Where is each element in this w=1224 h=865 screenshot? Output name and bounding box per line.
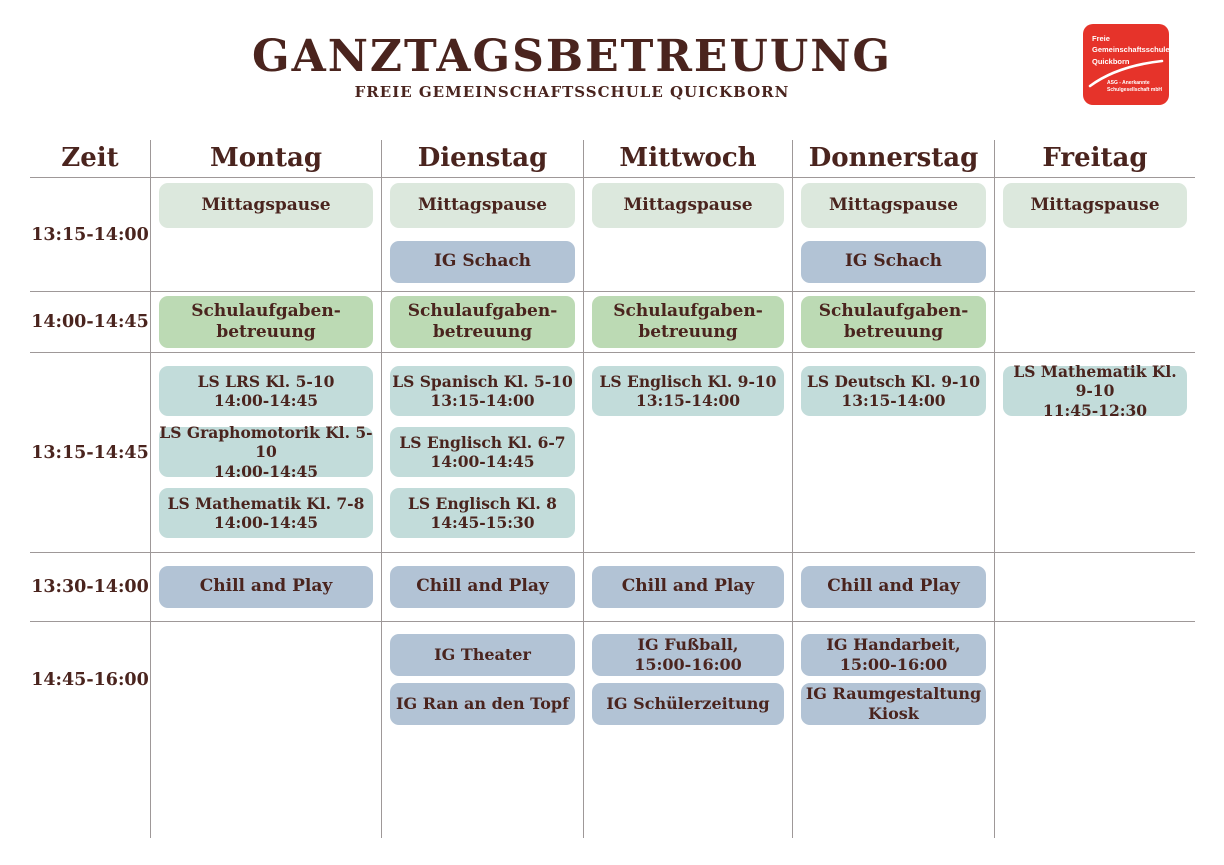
- cell-donnerstag-row1: Mittagspause IG Schach: [793, 178, 995, 292]
- entry-ls-mathematik910-freitag: LS Mathematik Kl. 9-10 11:45-12:30: [1003, 362, 1187, 420]
- entry-schulaufgaben-montag: Schulaufgaben- betreuung: [159, 296, 373, 348]
- entry-ls-englisch910-mittwoch: LS Englisch Kl. 9-10 13:15-14:00: [592, 366, 784, 416]
- cell-donnerstag-row2: Schulaufgaben- betreuung: [793, 292, 995, 353]
- entry-ls-graphomotorik-montag: LS Graphomotorik Kl. 5-10 14:00-14:45: [159, 422, 373, 481]
- entry-ls-spanisch-dienstag: LS Spanisch Kl. 5-10 13:15-14:00: [390, 366, 575, 416]
- entry-ls-lrs-montag: LS LRS Kl. 5-10 14:00-14:45: [159, 366, 373, 416]
- entry-ls-mathematik-montag: LS Mathematik Kl. 7-8 14:00-14:45: [159, 488, 373, 538]
- cell-mittwoch-row4: Chill and Play: [584, 553, 793, 622]
- entry-ls-deutsch910-donnerstag: LS Deutsch Kl. 9-10 13:15-14:00: [801, 366, 986, 416]
- entry-schulaufgaben-mittwoch: Schulaufgaben- betreuung: [592, 296, 784, 348]
- time-label-row4: 13:30-14:00: [30, 553, 150, 622]
- time-label-row2: 14:00-14:45: [30, 292, 150, 353]
- cell-freitag-row5: [995, 622, 1195, 838]
- time-label-row5: 14:45-16:00: [31, 670, 149, 690]
- entry-ig-schuelerzeitung-mittwoch: IG Schülerzeitung: [592, 683, 784, 725]
- column-header-freitag: Freitag: [995, 140, 1195, 178]
- school-logo-asg-text: ASG - Anerkannte Schulgesellschaft mbH: [1107, 80, 1163, 93]
- cell-dienstag-row2: Schulaufgaben- betreuung: [382, 292, 584, 353]
- entry-chill-and-play-montag: Chill and Play: [159, 566, 373, 608]
- swoosh-icon: [1088, 59, 1164, 88]
- entry-mittagspause-montag: Mittagspause: [159, 183, 373, 228]
- entry-ig-ran-an-den-topf-dienstag: IG Ran an den Topf: [390, 683, 575, 725]
- timetable: Zeit Montag Dienstag Mittwoch Donnerstag…: [30, 140, 1195, 838]
- column-header-donnerstag: Donnerstag: [793, 140, 995, 178]
- cell-dienstag-row3: LS Spanisch Kl. 5-10 13:15-14:00 LS Engl…: [382, 353, 584, 553]
- entry-chill-and-play-donnerstag: Chill and Play: [801, 566, 986, 608]
- cell-montag-row5: [150, 622, 382, 838]
- entry-mittagspause-mittwoch: Mittagspause: [592, 183, 784, 228]
- entry-chill-and-play-mittwoch: Chill and Play: [592, 566, 784, 608]
- cell-mittwoch-row1: Mittagspause: [584, 178, 793, 292]
- cell-dienstag-row4: Chill and Play: [382, 553, 584, 622]
- entry-schulaufgaben-donnerstag: Schulaufgaben- betreuung: [801, 296, 986, 348]
- school-logo: Freie Gemeinschaftsschule Quickborn ASG …: [1083, 24, 1169, 105]
- entry-ig-fussball-mittwoch: IG Fußball, 15:00-16:00: [592, 634, 784, 676]
- time-label-row1: 13:15-14:00: [30, 178, 150, 292]
- column-header-montag: Montag: [150, 140, 382, 178]
- cell-donnerstag-row4: Chill and Play: [793, 553, 995, 622]
- entry-ls-englisch67-dienstag: LS Englisch Kl. 6-7 14:00-14:45: [390, 427, 575, 477]
- cell-dienstag-row5: IG Theater IG Ran an den Topf: [382, 622, 584, 838]
- cell-freitag-row1: Mittagspause: [995, 178, 1195, 292]
- cell-mittwoch-row5: IG Fußball, 15:00-16:00 IG Schülerzeitun…: [584, 622, 793, 838]
- page-subtitle: FREIE GEMEINSCHAFTSSCHULE QUICKBORN: [354, 83, 790, 102]
- cell-freitag-row4: [995, 553, 1195, 622]
- cell-montag-row1: Mittagspause: [150, 178, 382, 292]
- cell-donnerstag-row3: LS Deutsch Kl. 9-10 13:15-14:00: [793, 353, 995, 553]
- entry-ls-englisch8-dienstag: LS Englisch Kl. 8 14:45-15:30: [390, 488, 575, 538]
- entry-ig-raumgestaltung-kiosk-donnerstag: IG Raumgestaltung Kiosk: [801, 683, 986, 725]
- cell-freitag-row3: LS Mathematik Kl. 9-10 11:45-12:30: [995, 353, 1195, 553]
- cell-montag-row3: LS LRS Kl. 5-10 14:00-14:45 LS Graphomot…: [150, 353, 382, 553]
- entry-schulaufgaben-dienstag: Schulaufgaben- betreuung: [390, 296, 575, 348]
- cell-mittwoch-row3: LS Englisch Kl. 9-10 13:15-14:00: [584, 353, 793, 553]
- entry-ig-handarbeit-donnerstag: IG Handarbeit, 15:00-16:00: [801, 634, 986, 676]
- entry-ig-schach-dienstag: IG Schach: [390, 241, 575, 283]
- school-logo-name: Freie Gemeinschaftsschule Quickborn: [1092, 34, 1169, 66]
- entry-mittagspause-dienstag: Mittagspause: [390, 183, 575, 228]
- cell-donnerstag-row5: IG Handarbeit, 15:00-16:00 IG Raumgestal…: [793, 622, 995, 838]
- page-title: GANZTAGSBETREUUNG: [252, 31, 892, 82]
- column-header-dienstag: Dienstag: [382, 140, 584, 178]
- entry-mittagspause-donnerstag: Mittagspause: [801, 183, 986, 228]
- cell-montag-row4: Chill and Play: [150, 553, 382, 622]
- entry-ig-theater-dienstag: IG Theater: [390, 634, 575, 676]
- cell-montag-row2: Schulaufgaben- betreuung: [150, 292, 382, 353]
- time-label-row3: 13:15-14:45: [30, 353, 150, 553]
- column-header-mittwoch: Mittwoch: [584, 140, 793, 178]
- cell-mittwoch-row2: Schulaufgaben- betreuung: [584, 292, 793, 353]
- entry-mittagspause-freitag: Mittagspause: [1003, 183, 1187, 228]
- entry-ig-schach-donnerstag: IG Schach: [801, 241, 986, 283]
- entry-chill-and-play-dienstag: Chill and Play: [390, 566, 575, 608]
- cell-dienstag-row1: Mittagspause IG Schach: [382, 178, 584, 292]
- page-header: GANZTAGSBETREUUNG FREIE GEMEINSCHAFTSSCH…: [0, 31, 1144, 102]
- cell-freitag-row2: [995, 292, 1195, 353]
- column-header-zeit: Zeit: [30, 140, 150, 178]
